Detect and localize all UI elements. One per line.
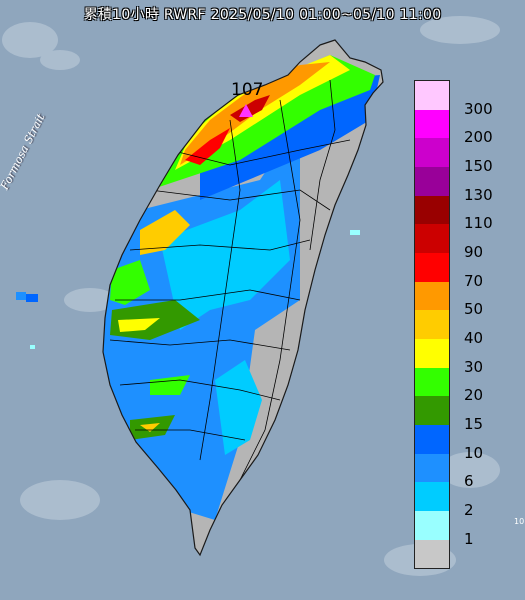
max-value-label: 107 xyxy=(231,80,264,100)
taiwan-coastline xyxy=(102,39,384,557)
map-title: 累積10小時 RWRF 2025/05/10 01:00~05/10 11:00 xyxy=(83,7,442,23)
legend-swatch xyxy=(415,195,449,225)
legend-swatch xyxy=(415,166,449,196)
legend-swatch xyxy=(415,510,449,540)
legend-level-label: 110 xyxy=(464,214,493,233)
legend-swatch xyxy=(415,109,449,139)
legend-level-label: 40 xyxy=(464,328,484,347)
legend-swatch xyxy=(415,281,449,311)
rain-40mm-west xyxy=(140,210,190,255)
legend-level-label: 30 xyxy=(464,357,484,376)
legend-level-label: 70 xyxy=(464,271,484,290)
legend-level-label: 10 xyxy=(464,443,484,462)
legend-swatch xyxy=(415,224,449,253)
legend-swatch xyxy=(415,338,449,368)
legend-swatch xyxy=(415,424,449,454)
legend-level-label: 200 xyxy=(464,128,493,147)
legend-level-label: 300 xyxy=(464,99,493,118)
rain-20mm-west xyxy=(110,260,150,305)
legend-level-label: 2 xyxy=(464,500,474,519)
legend-level-label: 130 xyxy=(464,185,493,204)
legend-swatch xyxy=(415,482,449,511)
county-boundaries xyxy=(109,79,351,481)
legend-level-label: 90 xyxy=(464,242,484,261)
legend-level-label: 50 xyxy=(464,300,484,319)
offshore-rain-cells xyxy=(16,230,360,349)
legend-level-label: 6 xyxy=(464,472,474,491)
legend-level-label: 150 xyxy=(464,156,493,175)
rain-2mm-south xyxy=(215,360,262,455)
legend-swatch xyxy=(415,367,449,397)
legend-swatch xyxy=(415,252,449,282)
rain-70mm-zone xyxy=(185,128,230,165)
legend-swatch xyxy=(415,396,449,425)
rainfall-legend xyxy=(414,80,450,570)
rain-10mm-zone xyxy=(200,75,380,200)
corner-label: 10 xyxy=(514,517,525,526)
legend-swatch xyxy=(415,81,449,110)
rain-2mm-zone xyxy=(160,180,290,330)
legend-level-label: 15 xyxy=(464,414,484,433)
rain-40mm-south xyxy=(140,423,160,432)
legend-level-label: 1 xyxy=(464,529,474,548)
rain-30mm-west xyxy=(118,318,160,332)
legend-swatch xyxy=(415,453,449,483)
legend-swatch xyxy=(415,138,449,167)
legend-swatch xyxy=(415,310,449,339)
max-value-marker-icon xyxy=(239,104,253,117)
legend-swatch xyxy=(415,539,449,569)
legend-level-label: 20 xyxy=(464,386,484,405)
